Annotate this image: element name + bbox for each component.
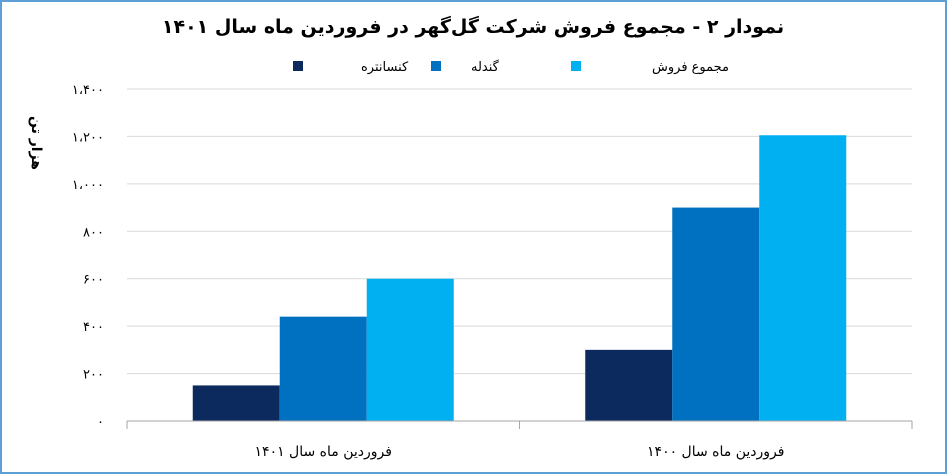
bar: [672, 207, 760, 421]
bar: [366, 278, 454, 421]
y-axis-label: هزار تن: [28, 116, 44, 170]
legend: کنسانتره گندله مجموع فروش: [293, 59, 729, 75]
legend-label: گندله: [471, 59, 500, 75]
legend-swatch: [571, 61, 581, 71]
legend-label: مجموع فروش: [652, 60, 729, 75]
x-category-label: فروردین ماه سال ۱۴۰۰: [647, 444, 784, 460]
y-tick-label: ۱،۰۰۰: [72, 178, 104, 193]
y-tick-label: ۱،۲۰۰: [72, 130, 104, 145]
bar: [759, 135, 847, 421]
y-tick-label: ۲۰۰: [83, 368, 104, 383]
y-tick-label: ۱،۴۰۰: [72, 83, 104, 98]
x-category-label: فروردین ماه سال ۱۴۰۱: [255, 444, 392, 460]
legend-swatch: [431, 61, 441, 71]
bar: [279, 316, 367, 421]
y-axis-ticks: ۰ ۲۰۰ ۴۰۰ ۶۰۰ ۸۰۰ ۱،۰۰۰ ۱،۲۰۰ ۱،۴۰۰: [72, 83, 104, 430]
x-axis-labels: فروردین ماه سال ۱۴۰۱ فروردین ماه سال ۱۴۰۰: [255, 444, 785, 460]
legend-swatch: [293, 61, 303, 71]
bars: [192, 135, 847, 421]
legend-label: کنسانتره: [361, 60, 409, 75]
y-tick-label: ۴۰۰: [83, 320, 104, 335]
y-tick-label: ۶۰۰: [83, 273, 104, 288]
bar: [585, 349, 673, 421]
x-axis: [126, 420, 913, 429]
y-tick-label: ۰: [97, 415, 104, 430]
y-tick-label: ۸۰۰: [83, 225, 104, 240]
bar: [192, 385, 280, 421]
chart-title: نمودار ۲ - مجموع فروش شرکت گل‌گهر در فرو…: [162, 15, 784, 38]
